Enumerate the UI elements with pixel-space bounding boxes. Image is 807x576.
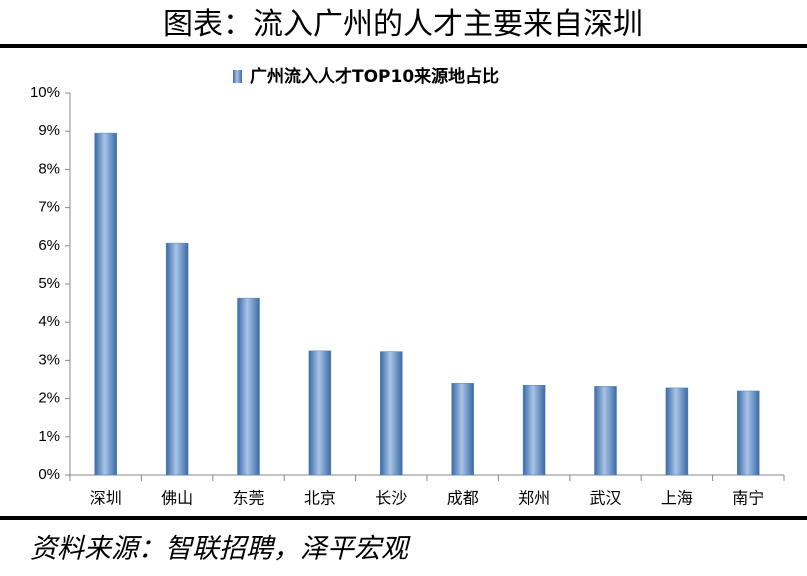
- title-rule: [0, 44, 807, 48]
- x-tick-label: 成都: [447, 489, 479, 508]
- y-tick-label: 2%: [38, 390, 60, 407]
- x-tick-label: 武汉: [589, 489, 621, 508]
- y-tick-label: 3%: [38, 351, 60, 368]
- bar: [237, 297, 260, 476]
- bar: [522, 384, 546, 476]
- y-tick-label: 10%: [30, 84, 60, 101]
- bar: [308, 350, 332, 476]
- source-rule: [0, 516, 807, 520]
- y-tick-label: 4%: [38, 313, 60, 330]
- y-tick-label: 8%: [38, 160, 60, 177]
- bar: [380, 351, 403, 476]
- x-tick-label: 深圳: [90, 489, 122, 508]
- y-tick-label: 7%: [38, 199, 60, 216]
- bar: [94, 132, 117, 476]
- x-tick-label: 长沙: [375, 489, 407, 508]
- bar: [737, 390, 760, 476]
- source: 资料来源：智联招聘，泽平宏观: [30, 534, 411, 565]
- bar: [665, 387, 689, 476]
- y-tick-label: 5%: [38, 275, 60, 292]
- y-tick-label: 9%: [38, 122, 60, 139]
- x-tick-label: 北京: [304, 489, 336, 508]
- x-tick-label: 上海: [661, 489, 693, 508]
- y-tick-label: 1%: [38, 428, 60, 445]
- x-tick-label: 郑州: [518, 489, 550, 508]
- bar: [594, 386, 617, 476]
- bar: [165, 242, 189, 476]
- x-tick-label: 南宁: [732, 489, 764, 508]
- legend-swatch: [233, 70, 242, 83]
- y-tick-label: 6%: [38, 237, 60, 254]
- legend-label: 广州流入人才TOP10来源地占比: [250, 66, 499, 87]
- x-tick-label: 东莞: [232, 489, 264, 508]
- x-tick-label: 佛山: [161, 489, 193, 508]
- y-tick-label: 0%: [38, 466, 60, 483]
- bar: [451, 383, 474, 476]
- page-title: 图表：流入广州的人才主要来自深圳: [163, 7, 643, 42]
